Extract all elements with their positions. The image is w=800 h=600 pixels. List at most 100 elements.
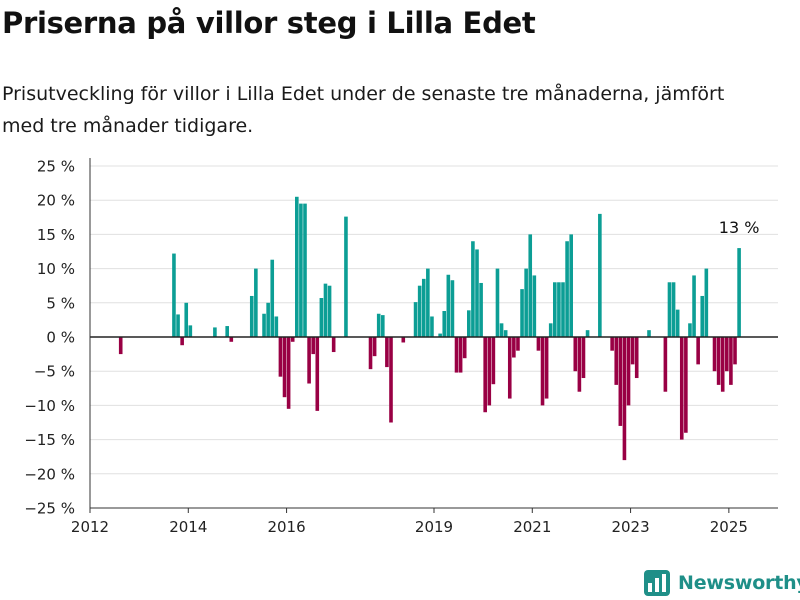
bar-negative xyxy=(626,337,631,406)
bar-positive xyxy=(565,241,569,337)
bar-positive xyxy=(585,330,590,337)
bar-positive xyxy=(688,323,692,337)
bar-positive xyxy=(528,234,533,337)
bar-negative xyxy=(577,337,582,392)
bar-negative xyxy=(679,337,684,440)
bar-negative xyxy=(573,337,578,372)
bar-negative xyxy=(290,337,295,342)
x-tick-label: 2019 xyxy=(415,518,453,536)
bar-negative xyxy=(663,337,668,392)
bar-negative xyxy=(725,337,729,372)
bar-negative xyxy=(286,337,291,409)
bar-positive xyxy=(430,316,434,337)
bar-positive xyxy=(700,295,705,337)
bar-negative xyxy=(720,337,725,392)
bar-positive xyxy=(569,234,573,337)
bar-negative xyxy=(634,337,639,379)
x-tick-label: 2025 xyxy=(710,518,748,536)
bar-positive xyxy=(553,282,557,337)
y-tick-label: 5 % xyxy=(46,294,75,312)
bar-negative xyxy=(180,337,184,346)
bar-positive xyxy=(249,295,254,337)
bar-negative xyxy=(507,337,512,399)
bar-positive xyxy=(376,313,381,337)
bar-positive xyxy=(344,216,348,337)
bar-positive xyxy=(303,203,307,337)
bar-positive xyxy=(675,309,680,337)
bar-positive xyxy=(667,282,672,337)
bar-positive xyxy=(647,330,651,337)
y-tick-label: 25 % xyxy=(37,158,75,176)
bar-positive xyxy=(295,196,299,337)
bar-negative xyxy=(614,337,619,385)
bar-negative xyxy=(389,337,393,423)
bar-positive xyxy=(561,282,565,337)
bar-positive xyxy=(503,330,508,337)
bar-positive xyxy=(225,326,229,337)
bar-positive xyxy=(524,268,528,337)
y-tick-label: −25 % xyxy=(24,500,75,518)
bar-negative xyxy=(118,337,123,355)
bar-negative xyxy=(622,337,627,461)
bar-positive xyxy=(471,241,475,337)
bar-negative xyxy=(684,337,688,433)
bar-negative xyxy=(516,337,520,351)
bar-positive xyxy=(413,302,418,337)
x-tick-label: 2016 xyxy=(267,518,305,536)
bar-positive xyxy=(598,213,602,337)
bar-negative xyxy=(368,337,373,370)
bar-negative xyxy=(536,337,541,351)
bar-negative xyxy=(483,337,487,413)
y-tick-label: 15 % xyxy=(37,226,75,244)
bar-positive xyxy=(266,302,270,337)
bars xyxy=(118,196,741,461)
bar-positive xyxy=(172,253,176,337)
bar-positive xyxy=(704,268,709,337)
bar-positive xyxy=(532,275,537,337)
x-tick-label: 2014 xyxy=(169,518,207,536)
bar-positive xyxy=(548,323,553,337)
bar-negative xyxy=(733,337,737,365)
bar-negative xyxy=(278,337,283,377)
bar-positive xyxy=(213,327,217,337)
bar-negative xyxy=(581,337,586,379)
bar-negative xyxy=(462,337,467,359)
bar-positive xyxy=(438,333,442,337)
x-tick-label: 2021 xyxy=(513,518,551,536)
bar-positive xyxy=(184,302,189,337)
bar-positive xyxy=(421,278,426,337)
bar-positive xyxy=(426,268,430,337)
bar-chart-logo-icon xyxy=(644,570,670,596)
x-tick-label: 2023 xyxy=(611,518,649,536)
bar-positive xyxy=(274,316,279,337)
bar-negative xyxy=(385,337,389,368)
bar-negative xyxy=(540,337,545,406)
bar-positive xyxy=(381,315,385,337)
bar-positive xyxy=(417,285,422,337)
bar-positive xyxy=(520,289,524,337)
y-tick-label: −20 % xyxy=(24,465,75,483)
bar-negative xyxy=(331,337,336,353)
bar-positive xyxy=(188,325,193,337)
axes: 25 % 20 % 15 % 10 % 5 % 0 % −5 % −10 % −15 % −20 … xyxy=(24,158,778,536)
gridlines xyxy=(90,165,778,509)
bar-negative xyxy=(458,337,463,373)
y-tick-label: 20 % xyxy=(37,192,75,210)
bar-positive xyxy=(499,323,504,337)
bar-negative xyxy=(401,337,406,343)
bar-negative xyxy=(729,337,733,385)
bar-positive xyxy=(442,311,447,337)
bar-negative xyxy=(315,337,320,411)
bar-negative xyxy=(311,337,315,355)
bar-negative xyxy=(487,337,492,406)
bar-positive xyxy=(270,259,275,337)
bar-negative xyxy=(610,337,614,351)
bar-positive xyxy=(495,268,500,337)
bar-negative xyxy=(630,337,635,365)
bar-negative xyxy=(544,337,549,399)
bar-positive xyxy=(479,282,483,337)
bar-negative xyxy=(282,337,287,398)
bar-positive xyxy=(327,285,332,337)
y-tick-label: −10 % xyxy=(24,397,75,415)
